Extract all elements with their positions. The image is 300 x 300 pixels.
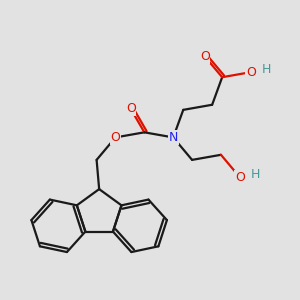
Text: O: O — [126, 103, 136, 116]
Text: O: O — [235, 171, 245, 184]
Text: O: O — [246, 66, 256, 79]
Text: H: H — [262, 63, 271, 76]
Text: O: O — [200, 50, 210, 63]
Text: H: H — [250, 168, 260, 181]
Text: O: O — [110, 131, 120, 144]
Text: N: N — [169, 131, 178, 144]
